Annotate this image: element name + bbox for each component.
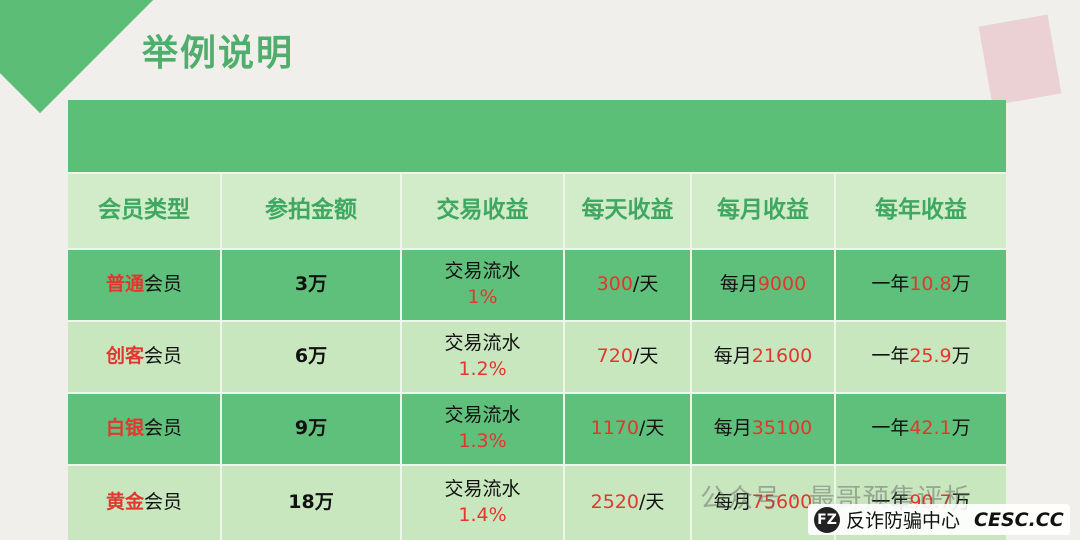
logo-text: 反诈防骗中心 [846, 510, 961, 532]
income-label: 交易流水 [444, 260, 521, 283]
amount-cell: 6万 [220, 322, 400, 392]
member-type-suffix: 会员 [144, 273, 183, 296]
monthly-cell: 每月35100 [690, 394, 834, 464]
member-type-cell: 普通会员 [68, 250, 220, 320]
income-rate: 1.2% [458, 358, 507, 380]
income-rate: 1% [467, 286, 498, 308]
yearly-unit: 万 [951, 345, 971, 368]
income-cell: 交易流水 1.3% [400, 394, 563, 464]
daily-cell: 720/天 [563, 322, 690, 392]
yearly-cell: 一年25.9万 [834, 322, 1006, 392]
daily-unit: /天 [638, 491, 665, 514]
table-top-band [68, 100, 1006, 172]
member-type-name: 黄金 [105, 491, 144, 514]
yearly-unit: 万 [951, 417, 971, 440]
income-cell: 交易流水 1.4% [400, 466, 563, 540]
amount-cell: 3万 [220, 250, 400, 320]
yearly-cell: 一年42.1万 [834, 394, 1006, 464]
member-type-cell: 创客会员 [68, 322, 220, 392]
header-cell: 会员类型 [98, 197, 190, 224]
yearly-prefix: 一年 [871, 417, 910, 440]
monthly-value: 9000 [757, 273, 807, 296]
income-rate: 1.4% [458, 504, 507, 526]
income-rate: 1.3% [458, 430, 507, 452]
income-label: 交易流水 [444, 332, 521, 355]
yearly-prefix: 一年 [871, 273, 910, 296]
monthly-prefix: 每月 [719, 273, 758, 296]
monthly-prefix: 每月 [713, 417, 752, 440]
yearly-value: 10.8 [909, 273, 952, 296]
amount-cell: 9万 [220, 394, 400, 464]
table-row: 普通会员 3万 交易流水 1% 300/天 每月9000 一年10.8万 [68, 248, 1006, 320]
member-type-cell: 白银会员 [68, 394, 220, 464]
daily-cell: 300/天 [563, 250, 690, 320]
member-type-name: 普通 [105, 273, 144, 296]
fz-logo-icon: FZ [814, 506, 840, 533]
monthly-value: 35100 [751, 417, 813, 440]
yearly-unit: 万 [951, 273, 971, 296]
yearly-cell: 一年10.8万 [834, 250, 1006, 320]
monthly-value: 75600 [751, 491, 813, 514]
daily-value: 1170 [590, 417, 639, 440]
daily-cell: 2520/天 [563, 466, 690, 540]
daily-value: 300 [596, 273, 633, 296]
daily-value: 2520 [590, 491, 639, 514]
member-type-name: 白银 [105, 417, 144, 440]
table-row: 白银会员 9万 交易流水 1.3% 1170/天 每月35100 一年42.1万 [68, 392, 1006, 464]
table-row: 创客会员 6万 交易流水 1.2% 720/天 每月21600 一年25.9万 [68, 320, 1006, 392]
monthly-cell: 每月9000 [690, 250, 834, 320]
page-title: 举例说明 [142, 33, 295, 74]
member-type-cell: 黄金会员 [68, 466, 220, 540]
daily-cell: 1170/天 [563, 394, 690, 464]
member-type-suffix: 会员 [144, 491, 183, 514]
logo-domain: CESC.CC [974, 508, 1064, 531]
yearly-value: 25.9 [909, 345, 952, 368]
stamp-decoration [978, 14, 1062, 106]
income-table: 会员类型 参拍金额 交易收益 每天收益 每月收益 每年收益 普通会员 3万 交易… [68, 100, 1006, 540]
corner-decoration [0, 0, 154, 114]
monthly-value: 21600 [751, 345, 813, 368]
member-type-name: 创客 [105, 345, 144, 368]
daily-unit: /天 [632, 273, 659, 296]
table-header-row: 会员类型 参拍金额 交易收益 每天收益 每月收益 每年收益 [68, 172, 1006, 248]
header-cell: 每年收益 [834, 174, 1006, 248]
amount-cell: 18万 [220, 466, 400, 540]
monthly-prefix: 每月 [713, 345, 752, 368]
header-cell: 每天收益 [563, 174, 690, 248]
yearly-value: 42.1 [909, 417, 952, 440]
yearly-prefix: 一年 [871, 345, 910, 368]
header-cell: 每月收益 [690, 174, 834, 248]
income-cell: 交易流水 1.2% [400, 322, 563, 392]
header-cell: 交易收益 [400, 174, 563, 248]
income-label: 交易流水 [444, 404, 521, 427]
daily-unit: /天 [632, 345, 659, 368]
logo: FZ 反诈防骗中心 CESC.CC [808, 504, 1070, 535]
header-cell: 参拍金额 [220, 174, 400, 248]
monthly-cell: 每月21600 [690, 322, 834, 392]
member-type-suffix: 会员 [144, 417, 183, 440]
daily-unit: /天 [638, 417, 665, 440]
monthly-prefix: 每月 [713, 491, 752, 514]
monthly-cell: 每月75600 [690, 466, 834, 540]
daily-value: 720 [596, 345, 633, 368]
member-type-suffix: 会员 [144, 345, 183, 368]
income-label: 交易流水 [444, 478, 521, 501]
income-cell: 交易流水 1% [400, 250, 563, 320]
